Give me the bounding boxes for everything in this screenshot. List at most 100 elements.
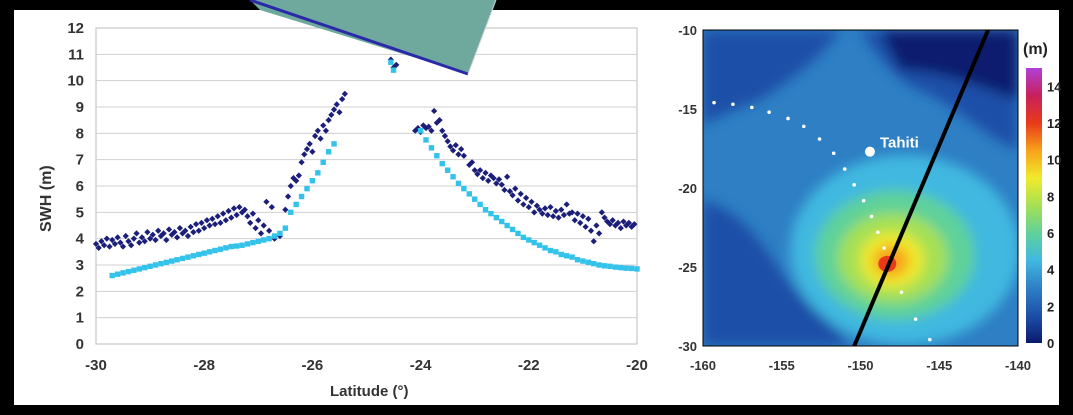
lowest-swh-region: [880, 30, 1018, 100]
scatter-point-dark: [206, 222, 213, 229]
scatter-point-light: [585, 259, 592, 266]
scatter-point-light: [423, 137, 429, 143]
scatter-point-dark: [119, 243, 127, 250]
colorbar-tick-label: 8: [1047, 189, 1054, 204]
map-x-tick-label: -140: [1005, 358, 1031, 373]
colorbar-gradient: [1026, 68, 1042, 343]
scatter-point-light: [174, 257, 180, 263]
scatter-point-light: [591, 260, 597, 267]
scatter-point-light: [239, 242, 245, 248]
scatter-point-light: [477, 201, 483, 208]
scatter-point-light: [114, 271, 121, 277]
scatter-point-light: [444, 167, 451, 173]
scatter-point-light: [271, 233, 278, 239]
scatter-point-light: [185, 254, 191, 260]
map-x-tick-label: -155: [769, 358, 795, 373]
scatter-point-light: [455, 180, 462, 187]
scatter-point-dark: [146, 235, 154, 242]
scatter-point-light: [466, 191, 472, 197]
scatter-point-light: [531, 239, 537, 246]
scatter-x-tick-label: -22: [518, 357, 540, 374]
dotted-track-point: [876, 230, 880, 235]
scatter-point-light: [472, 196, 478, 202]
overlay-panel: [249, 0, 497, 76]
scatter-point-dark: [217, 219, 224, 226]
scatter-point-light: [601, 263, 608, 269]
dotted-track-point: [767, 110, 771, 114]
dotted-track-point: [928, 337, 932, 342]
scatter-point-light: [634, 266, 640, 272]
swh-contours: [703, 30, 1018, 346]
dotted-track-point: [899, 290, 904, 295]
map-x-tick-label: -150: [847, 358, 873, 373]
scatter-point-dark: [203, 217, 211, 224]
scatter-point-dark: [182, 227, 189, 234]
scatter-points: [92, 56, 640, 279]
scatter-point-dark: [233, 211, 240, 219]
scatter-point-dark: [201, 225, 208, 232]
swh-map: Tahiti -10-15-20-25-30 -160 -155 -150 -145-…: [678, 23, 1031, 373]
scatter-point-dark: [490, 174, 497, 182]
scatter-point-dark: [133, 230, 140, 237]
scatter-point-light: [553, 249, 559, 255]
scatter-point-dark: [165, 226, 173, 233]
scatter-point-dark: [249, 210, 257, 217]
scatter-point-dark: [95, 244, 102, 251]
scatter-point-light: [277, 230, 283, 237]
map-border: [702, 29, 1019, 347]
scatter-point-light: [607, 263, 613, 270]
dotted-track-point: [842, 167, 847, 171]
scatter-point-dark: [106, 243, 113, 250]
scatter-point-light: [331, 141, 337, 147]
satellite-track: [852, 30, 990, 346]
overlay-panel-edge-right: [467, 0, 497, 75]
scatter-point-dark: [92, 240, 100, 248]
scatter-point-light: [563, 253, 570, 259]
scatter-point-light: [228, 243, 234, 250]
scatter-point-dark: [176, 225, 183, 232]
scatter-point-dark: [141, 238, 148, 245]
scatter-point-light: [450, 174, 456, 180]
scatter-point-light: [141, 264, 148, 271]
scatter-point-light: [499, 218, 505, 225]
scatter-y-tick-label: 1: [76, 310, 84, 327]
colorbar-tick-label: 6: [1047, 226, 1054, 241]
scatter-point-light: [244, 241, 251, 247]
dotted-track-point: [786, 116, 790, 121]
scatter-y-tick-label: 0: [76, 336, 84, 353]
dotted-track-point: [852, 183, 856, 187]
map-y-tick-label: -25: [678, 260, 697, 275]
scatter-y-tick-label: 5: [76, 204, 84, 221]
scatter-point-light: [596, 262, 602, 268]
scatter-y-tick-label: 3: [76, 257, 84, 274]
scatter-x-tick-labels: -30 -28 -26 -24 -22 -20: [85, 357, 648, 374]
scatter-point-dark: [187, 223, 194, 230]
scatter-point-light: [196, 251, 202, 258]
scatter-point-dark: [230, 205, 238, 212]
scatter-point-light: [304, 185, 310, 192]
scatter-x-tick-label: -20: [626, 357, 648, 374]
scatter-point-light: [618, 264, 624, 271]
scatter-point-light: [493, 214, 500, 221]
scatter-point-light: [136, 266, 142, 272]
map-field: Tahiti: [703, 30, 1018, 346]
scatter-point-light: [152, 262, 159, 268]
scatter-point-light: [612, 264, 619, 270]
scatter-point-dark: [155, 227, 162, 234]
colorbar-tick-label: 10: [1047, 153, 1061, 168]
dotted-track-point: [817, 137, 822, 141]
scatter-y-tick-label: 12: [67, 20, 84, 37]
scatter-point-dark: [479, 174, 486, 182]
scatter-point-light: [266, 235, 272, 242]
dotted-track-point: [831, 151, 836, 156]
scatter-y-tick-label: 10: [67, 73, 84, 90]
colorbar-unit-label: (m): [1023, 41, 1048, 58]
scatter-point-dark: [144, 228, 151, 236]
scatter-point-light: [282, 225, 289, 231]
scatter-point-dark: [214, 213, 221, 220]
scatter-point-light: [461, 185, 467, 192]
scatter-point-dark: [98, 238, 105, 245]
map-x-tick-labels: -160 -155 -150 -145 -140: [690, 358, 1031, 373]
scatter-point-dark: [247, 219, 254, 226]
